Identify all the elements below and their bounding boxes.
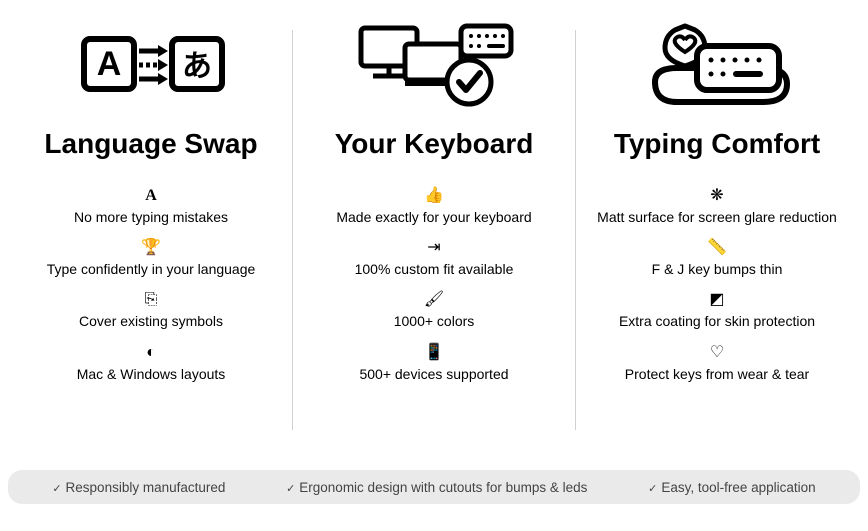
- feature-item: ⇥ 100% custom fit available: [355, 240, 514, 278]
- coating-icon: ◩: [709, 292, 724, 308]
- feature-item: 🖌 1000+ colors: [394, 292, 475, 330]
- feature-label: Cover existing symbols: [79, 312, 223, 330]
- feature-label: Type confidently in your language: [47, 260, 256, 278]
- footer-item: Easy, tool-free application: [648, 480, 816, 495]
- feature-item: ⎘ Cover existing symbols: [79, 292, 223, 330]
- cover-icon: ⎘: [145, 292, 158, 308]
- feature-label: 1000+ colors: [394, 312, 475, 330]
- os-icon: ◐: [146, 345, 156, 361]
- feature-label: Made exactly for your keyboard: [336, 208, 531, 226]
- column-language-swap: A あ Language Swap A No more typing mista…: [10, 20, 292, 460]
- shield-icon: ♡: [710, 345, 724, 361]
- feature-columns: A あ Language Swap A No more typing mista…: [0, 0, 868, 470]
- feature-label: F & J key bumps thin: [652, 260, 783, 278]
- font-icon: A: [145, 188, 157, 204]
- language-swap-icon: A あ: [76, 20, 226, 110]
- feature-item: ❋ Matt surface for screen glare reductio…: [597, 188, 837, 226]
- svg-text:A: A: [97, 45, 122, 83]
- fit-icon: ⇥: [427, 240, 440, 256]
- column-typing-comfort: Typing Comfort ❋ Matt surface for screen…: [576, 20, 858, 460]
- sparkle-icon: ❋: [710, 188, 723, 204]
- feature-item: ◐ Mac & Windows layouts: [77, 345, 226, 383]
- your-keyboard-icon: [349, 20, 519, 110]
- column-title: Typing Comfort: [614, 128, 820, 160]
- ruler-icon: 📏: [707, 240, 727, 256]
- feature-label: No more typing mistakes: [74, 208, 228, 226]
- brush-icon: 🖌: [424, 292, 444, 308]
- feature-item: 🏆 Type confidently in your language: [47, 240, 256, 278]
- footer-bar: Responsibly manufactured Ergonomic desig…: [8, 470, 860, 504]
- devices-icon: 📱: [424, 345, 444, 361]
- feature-label: Extra coating for skin protection: [619, 312, 815, 330]
- feature-label: 500+ devices supported: [359, 365, 508, 383]
- feature-label: Mac & Windows layouts: [77, 365, 226, 383]
- feature-label: Protect keys from wear & tear: [625, 365, 809, 383]
- thumbsup-icon: 👍: [424, 188, 444, 204]
- column-your-keyboard: Your Keyboard 👍 Made exactly for your ke…: [293, 20, 575, 460]
- feature-item: A No more typing mistakes: [74, 188, 228, 226]
- feature-label: Matt surface for screen glare reduction: [597, 208, 837, 226]
- feature-item: 📱 500+ devices supported: [359, 345, 508, 383]
- column-title: Your Keyboard: [335, 128, 534, 160]
- column-title: Language Swap: [44, 128, 257, 160]
- footer-item: Responsibly manufactured: [52, 480, 225, 495]
- feature-item: ◩ Extra coating for skin protection: [619, 292, 815, 330]
- footer-item: Ergonomic design with cutouts for bumps …: [286, 480, 587, 495]
- svg-text:あ: あ: [182, 50, 212, 83]
- feature-label: 100% custom fit available: [355, 260, 514, 278]
- typing-comfort-icon: [637, 20, 797, 110]
- feature-item: 👍 Made exactly for your keyboard: [336, 188, 531, 226]
- feature-item: ♡ Protect keys from wear & tear: [625, 345, 809, 383]
- trophy-icon: 🏆: [141, 240, 161, 256]
- feature-item: 📏 F & J key bumps thin: [652, 240, 783, 278]
